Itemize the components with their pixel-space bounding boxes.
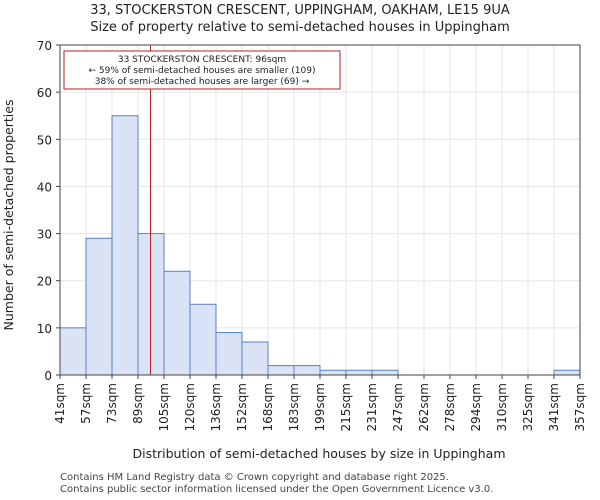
x-tick-label: 120sqm <box>183 383 197 431</box>
y-tick-label: 20 <box>37 275 52 289</box>
x-tick-label: 357sqm <box>573 383 587 431</box>
footer-licence: Contains public sector information licen… <box>60 484 494 495</box>
bar <box>163 270 191 376</box>
x-tick-label: 247sqm <box>391 383 405 431</box>
chart-title: 33, STOCKERSTON CRESCENT, UPPINGHAM, OAK… <box>90 3 510 18</box>
x-axis-label: Distribution of semi-detached houses by … <box>132 446 505 461</box>
x-tick-label: 341sqm <box>547 383 561 431</box>
y-tick-label: 50 <box>37 133 52 147</box>
x-tick-label: 89sqm <box>131 383 145 424</box>
chart-subtitle: Size of property relative to semi-detach… <box>90 20 510 35</box>
bar <box>267 365 295 376</box>
x-tick-label: 168sqm <box>261 383 275 431</box>
bar <box>241 341 269 376</box>
x-tick-label: 152sqm <box>235 383 249 431</box>
y-tick-label: 10 <box>37 322 52 336</box>
bar <box>59 327 87 376</box>
x-tick-label: 231sqm <box>365 383 379 431</box>
x-tick-label: 105sqm <box>157 383 171 431</box>
bar <box>85 237 113 376</box>
annotation-line: ← 59% of semi-detached houses are smalle… <box>89 66 316 76</box>
bar <box>345 369 373 376</box>
y-tick-label: 40 <box>37 180 52 194</box>
x-tick-label: 199sqm <box>313 383 327 431</box>
x-tick-label: 41sqm <box>53 383 67 424</box>
x-tick-label: 294sqm <box>469 383 483 431</box>
bar <box>293 365 321 376</box>
y-axis-label: Number of semi-detached properties <box>1 100 16 331</box>
footer-copyright: Contains HM Land Registry data © Crown c… <box>60 472 449 483</box>
x-tick-label: 183sqm <box>287 383 301 431</box>
x-tick-label: 325sqm <box>521 383 535 431</box>
annotation-line: 33 STOCKERSTON CRESCENT: 96sqm <box>118 55 286 65</box>
y-tick-label: 30 <box>37 228 52 242</box>
annotation-box <box>63 50 341 90</box>
x-tick-labels: 41sqm 57sqm 73sqm 89sqm 105sqm 120sqm 136sqm 15… <box>53 375 587 431</box>
bar <box>215 332 243 376</box>
y-tick-label: 70 <box>37 39 52 53</box>
y-tick-label: 0 <box>44 369 52 383</box>
x-tick-label: 215sqm <box>339 383 353 431</box>
x-tick-label: 262sqm <box>417 383 431 431</box>
bar <box>553 369 581 376</box>
bar <box>111 115 139 376</box>
annotation-line: 38% of semi-detached houses are larger (… <box>95 77 310 87</box>
y-tick-label: 60 <box>37 86 52 100</box>
bar <box>319 369 347 376</box>
x-tick-label: 136sqm <box>209 383 223 431</box>
y-tick-labels: 0 10 20 30 40 50 60 70 <box>37 39 60 383</box>
x-tick-label: 73sqm <box>105 383 119 424</box>
bar <box>371 369 399 376</box>
property-marker: 33 STOCKERSTON CRESCENT: 96sqm← 59% of s… <box>63 45 341 375</box>
x-tick-label: 278sqm <box>443 383 457 431</box>
x-tick-label: 57sqm <box>79 383 93 424</box>
x-tick-label: 310sqm <box>495 383 509 431</box>
bar <box>189 303 217 376</box>
